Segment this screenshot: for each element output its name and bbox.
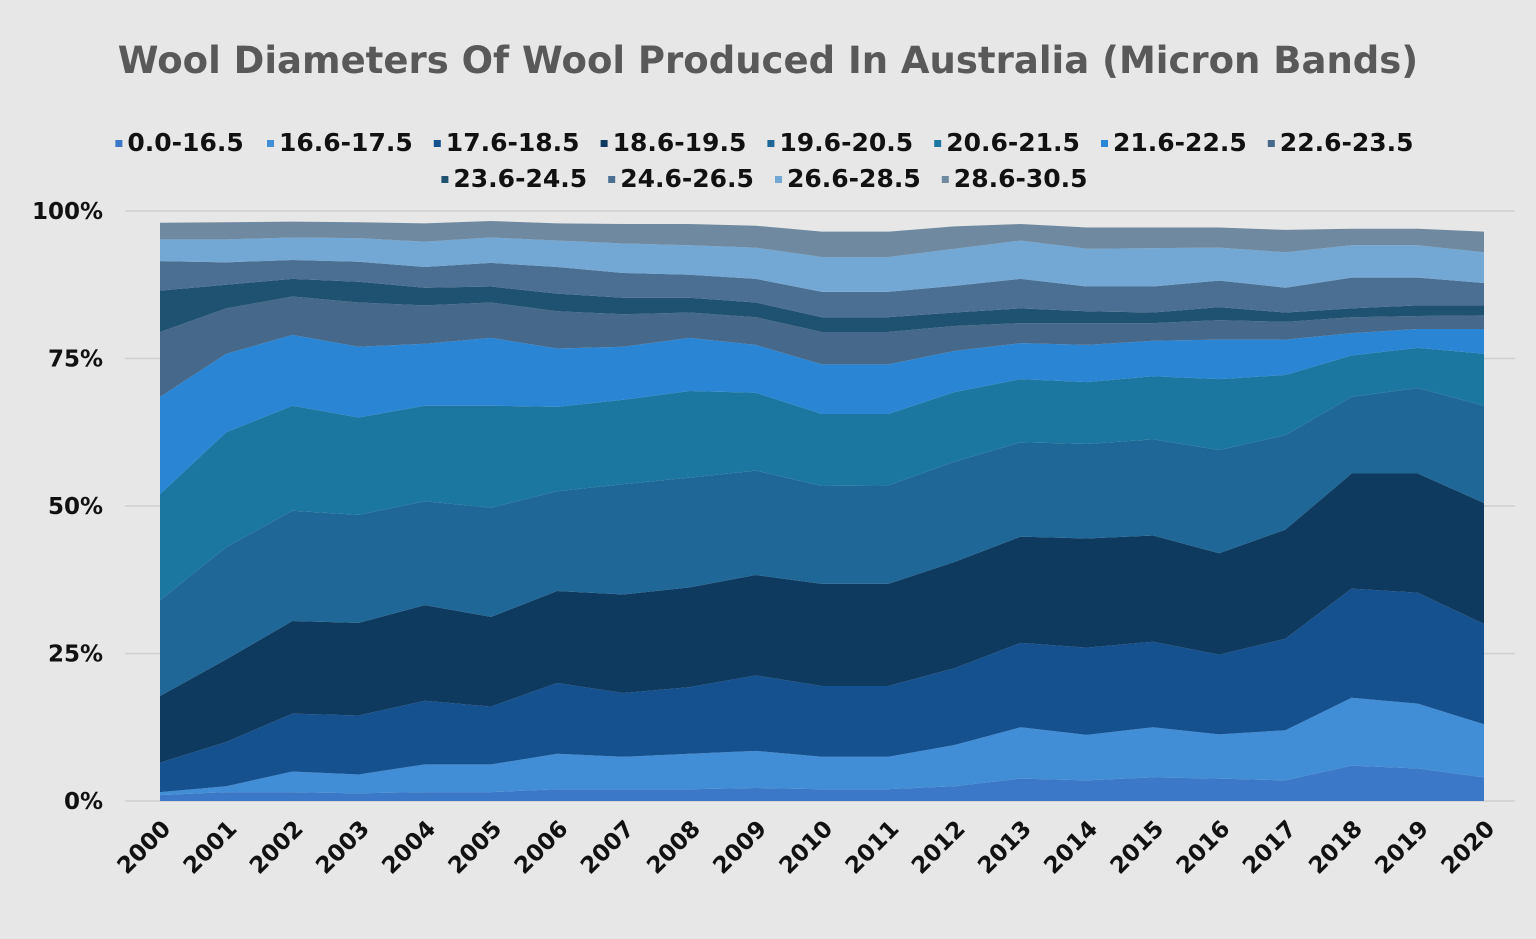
y-axis: 0% 25% 50% 75% 100% <box>32 199 103 815</box>
legend-label: 28.6-30.5 <box>954 164 1088 193</box>
area-23.6-24.5 <box>160 278 1484 332</box>
area-17.6-18.5 <box>160 588 1484 793</box>
legend-item: 28.6-30.5 <box>941 164 1088 193</box>
x-tick-label: 2009 <box>708 816 772 880</box>
legend-item: 22.6-23.5 <box>1267 128 1414 157</box>
legend-label: 23.6-24.5 <box>453 164 587 193</box>
legend-item: 26.6-28.5 <box>775 164 921 193</box>
area-22.6-23.5 <box>160 296 1484 397</box>
x-tick-label: 2012 <box>907 816 971 880</box>
legend-swatch <box>600 140 608 147</box>
y-tick-label: 50% <box>48 494 103 520</box>
area-21.6-22.5 <box>160 329 1484 495</box>
legend-label: 18.6-19.5 <box>613 128 747 157</box>
y-tick-label: 25% <box>48 642 103 668</box>
area-20.6-21.5 <box>160 347 1484 601</box>
legend-swatch <box>441 176 449 183</box>
legend-label: 21.6-22.5 <box>1113 128 1247 157</box>
legend-label: 24.6-26.5 <box>620 164 754 193</box>
x-tick-label: 2016 <box>1172 816 1236 880</box>
legend-label: 20.6-21.5 <box>946 128 1080 157</box>
legend-swatch <box>1267 140 1275 147</box>
legend-item: 17.6-18.5 <box>433 128 580 157</box>
area-18.6-19.5 <box>160 473 1484 763</box>
legend-item: 16.6-17.5 <box>267 128 413 157</box>
legend-item: 21.6-22.5 <box>1101 128 1247 157</box>
legend-label: 22.6-23.5 <box>1280 128 1414 157</box>
area-28.6-30.5 <box>160 221 1484 258</box>
x-tick-label: 2005 <box>444 816 508 880</box>
x-tick-label: 2018 <box>1304 816 1368 880</box>
legend-label: 19.6-20.5 <box>779 128 913 157</box>
area-16.6-17.5 <box>160 697 1484 796</box>
legend-label: 17.6-18.5 <box>446 128 580 157</box>
y-tick-label: 100% <box>32 199 103 225</box>
legend-item: 24.6-26.5 <box>608 164 754 193</box>
x-tick-label: 2007 <box>576 816 640 880</box>
x-tick-label: 2010 <box>775 816 839 880</box>
legend-label: 0.0-16.5 <box>127 128 243 157</box>
legend: 0.0-16.5 16.6-17.5 17.6-18.5 18.6-19.5 19.6-… <box>115 128 1414 193</box>
x-tick-label: 2017 <box>1238 816 1302 880</box>
legend-swatch <box>767 140 775 147</box>
x-tick-label: 2020 <box>1437 816 1501 880</box>
y-tick-label: 75% <box>48 347 103 373</box>
area-24.6-26.5 <box>160 259 1484 318</box>
y-tick-label: 0% <box>64 789 103 815</box>
legend-item: 19.6-20.5 <box>767 128 913 157</box>
area-26.6-28.5 <box>160 237 1484 292</box>
x-tick-label: 2019 <box>1370 816 1434 880</box>
x-tick-label: 2014 <box>1039 816 1103 880</box>
legend-swatch <box>941 176 949 183</box>
legend-swatch <box>115 140 123 147</box>
x-tick-label: 2006 <box>510 816 574 880</box>
legend-swatch <box>608 176 616 183</box>
x-tick-label: 2011 <box>841 816 905 880</box>
x-tick-label: 2015 <box>1106 816 1170 880</box>
x-tick-label: 2004 <box>377 816 441 880</box>
x-tick-label: 2013 <box>973 816 1037 880</box>
area-19.6-20.5 <box>160 388 1484 696</box>
legend-item: 0.0-16.5 <box>115 128 244 157</box>
legend-item: 18.6-19.5 <box>600 128 747 157</box>
legend-label: 16.6-17.5 <box>279 128 413 157</box>
chart-title: Wool Diameters Of Wool Produced In Austr… <box>118 39 1418 82</box>
legend-swatch <box>775 176 782 183</box>
legend-swatch <box>1101 140 1108 147</box>
legend-swatch <box>934 140 942 147</box>
legend-swatch <box>433 140 441 147</box>
legend-item: 23.6-24.5 <box>441 164 587 193</box>
legend-item: 20.6-21.5 <box>934 128 1080 157</box>
x-tick-label: 2003 <box>311 816 375 880</box>
area-series <box>160 221 1484 801</box>
x-tick-label: 2002 <box>245 816 309 880</box>
x-tick-label: 2008 <box>642 816 706 880</box>
x-tick-label: 2001 <box>179 816 243 880</box>
x-axis: 2000 2001 2002 2003 2004 2005 2006 2007 2008 2009… <box>113 816 1501 880</box>
legend-swatch <box>267 140 274 147</box>
x-tick-label: 2000 <box>113 816 177 880</box>
legend-label: 26.6-28.5 <box>787 164 921 193</box>
